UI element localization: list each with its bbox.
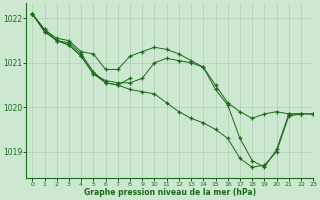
X-axis label: Graphe pression niveau de la mer (hPa): Graphe pression niveau de la mer (hPa) — [84, 188, 256, 197]
